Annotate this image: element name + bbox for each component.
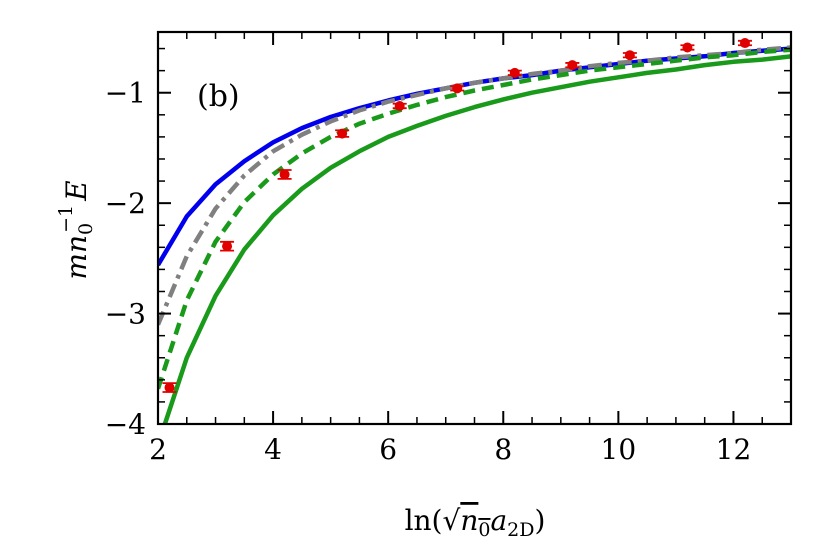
series-layer [158,45,791,424]
data-point [279,169,290,180]
data-point [222,241,233,252]
data-point [164,382,175,393]
y-tick-label: −2 [105,187,146,220]
y-tick-label: −4 [105,408,146,441]
x-tick-label: 10 [601,433,637,466]
panel-label: (b) [197,79,240,114]
x-tick-label: 8 [494,433,512,466]
data-point [509,67,520,78]
data-point [739,38,750,49]
data-point [452,83,463,94]
data-point [394,100,405,111]
data-point [567,60,578,71]
ticks-layer: 2 4 6 8 10 12 −4 −3 −2 −1 [105,32,791,466]
points-layer [162,38,752,393]
data-point [624,50,635,61]
y-tick-label: −3 [105,298,146,331]
x-tick-label: 12 [716,433,752,466]
series-line-2 [158,45,791,326]
x-tick-label: 2 [149,433,167,466]
x-tick-label: 4 [264,433,282,466]
data-point [337,128,348,139]
data-point [682,42,693,53]
x-tick-label: 6 [379,433,397,466]
y-axis-label: mn0−1E [55,180,97,279]
y-tick-label: −1 [105,77,146,110]
x-axis-label: ln(√n0a2D) [405,504,546,541]
series-line-3 [158,47,791,390]
series-line-4 [162,54,791,424]
